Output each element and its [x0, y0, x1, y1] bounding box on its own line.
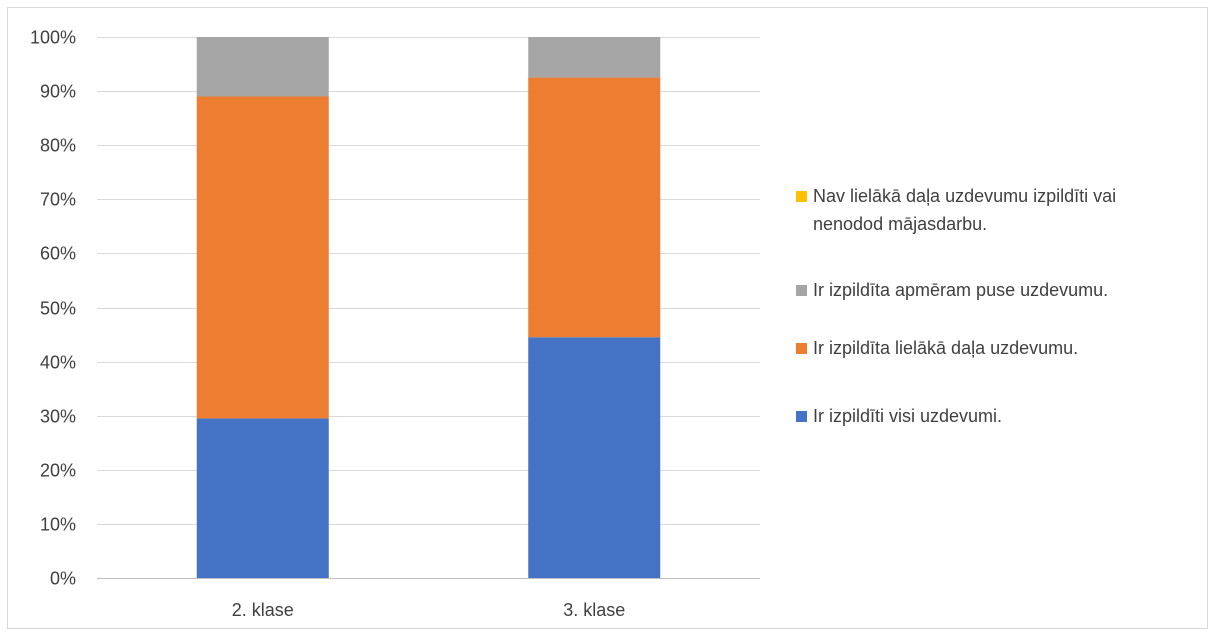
- bar-segment-series-2-cat-1: [528, 37, 661, 78]
- legend-swatch: [796, 343, 807, 354]
- legend-swatch: [796, 191, 807, 202]
- legend-item: Ir izpildīti visi uzdevumi.: [796, 402, 1196, 430]
- bar-segment-series-0-cat-1: [528, 337, 661, 578]
- y-tick-label: 30%: [40, 407, 76, 427]
- bar-segment-series-0-cat-0: [196, 418, 329, 578]
- legend-item: Ir izpildīta lielākā daļa uzdevumu.: [796, 334, 1196, 362]
- legend-label: Ir izpildīti visi uzdevumi.: [813, 406, 1003, 426]
- legend-label: Nav lielākā daļa uzdevumu izpildīti vai …: [813, 186, 1117, 234]
- y-tick-label: 100%: [30, 28, 76, 48]
- bar-segment-series-1-cat-1: [528, 77, 661, 338]
- y-tick-label: 50%: [40, 299, 76, 319]
- bar-segment-series-1-cat-0: [196, 96, 329, 419]
- y-tick-label: 20%: [40, 461, 76, 481]
- x-tick-label: 2. klase: [232, 600, 294, 620]
- legend-item: Nav lielākā daļa uzdevumu izpildīti vai …: [796, 182, 1156, 238]
- y-tick-label: 60%: [40, 244, 76, 264]
- legend-swatch: [796, 411, 807, 422]
- legend-label: Ir izpildīta lielākā daļa uzdevumu.: [813, 338, 1079, 358]
- legend-item: Ir izpildīta apmēram puse uzdevumu.: [796, 276, 1196, 304]
- legend-label: Ir izpildīta apmēram puse uzdevumu.: [813, 280, 1109, 300]
- x-tick-label: 3. klase: [563, 600, 625, 620]
- legend-swatch: [796, 285, 807, 296]
- y-tick-label: 70%: [40, 190, 76, 210]
- gridlines: [97, 37, 760, 579]
- y-tick-label: 90%: [40, 82, 76, 102]
- y-tick-label: 80%: [40, 136, 76, 156]
- y-axis: 0% 10% 20% 30% 40% 50% 60% 70% 80% 90% 100%: [30, 28, 76, 589]
- y-tick-label: 10%: [40, 515, 76, 535]
- bar-segment-series-2-cat-0: [196, 37, 329, 97]
- y-tick-label: 40%: [40, 353, 76, 373]
- bars: [196, 37, 661, 578]
- x-axis: 2. klase 3. klase: [232, 600, 626, 620]
- y-tick-label: 0%: [50, 569, 76, 589]
